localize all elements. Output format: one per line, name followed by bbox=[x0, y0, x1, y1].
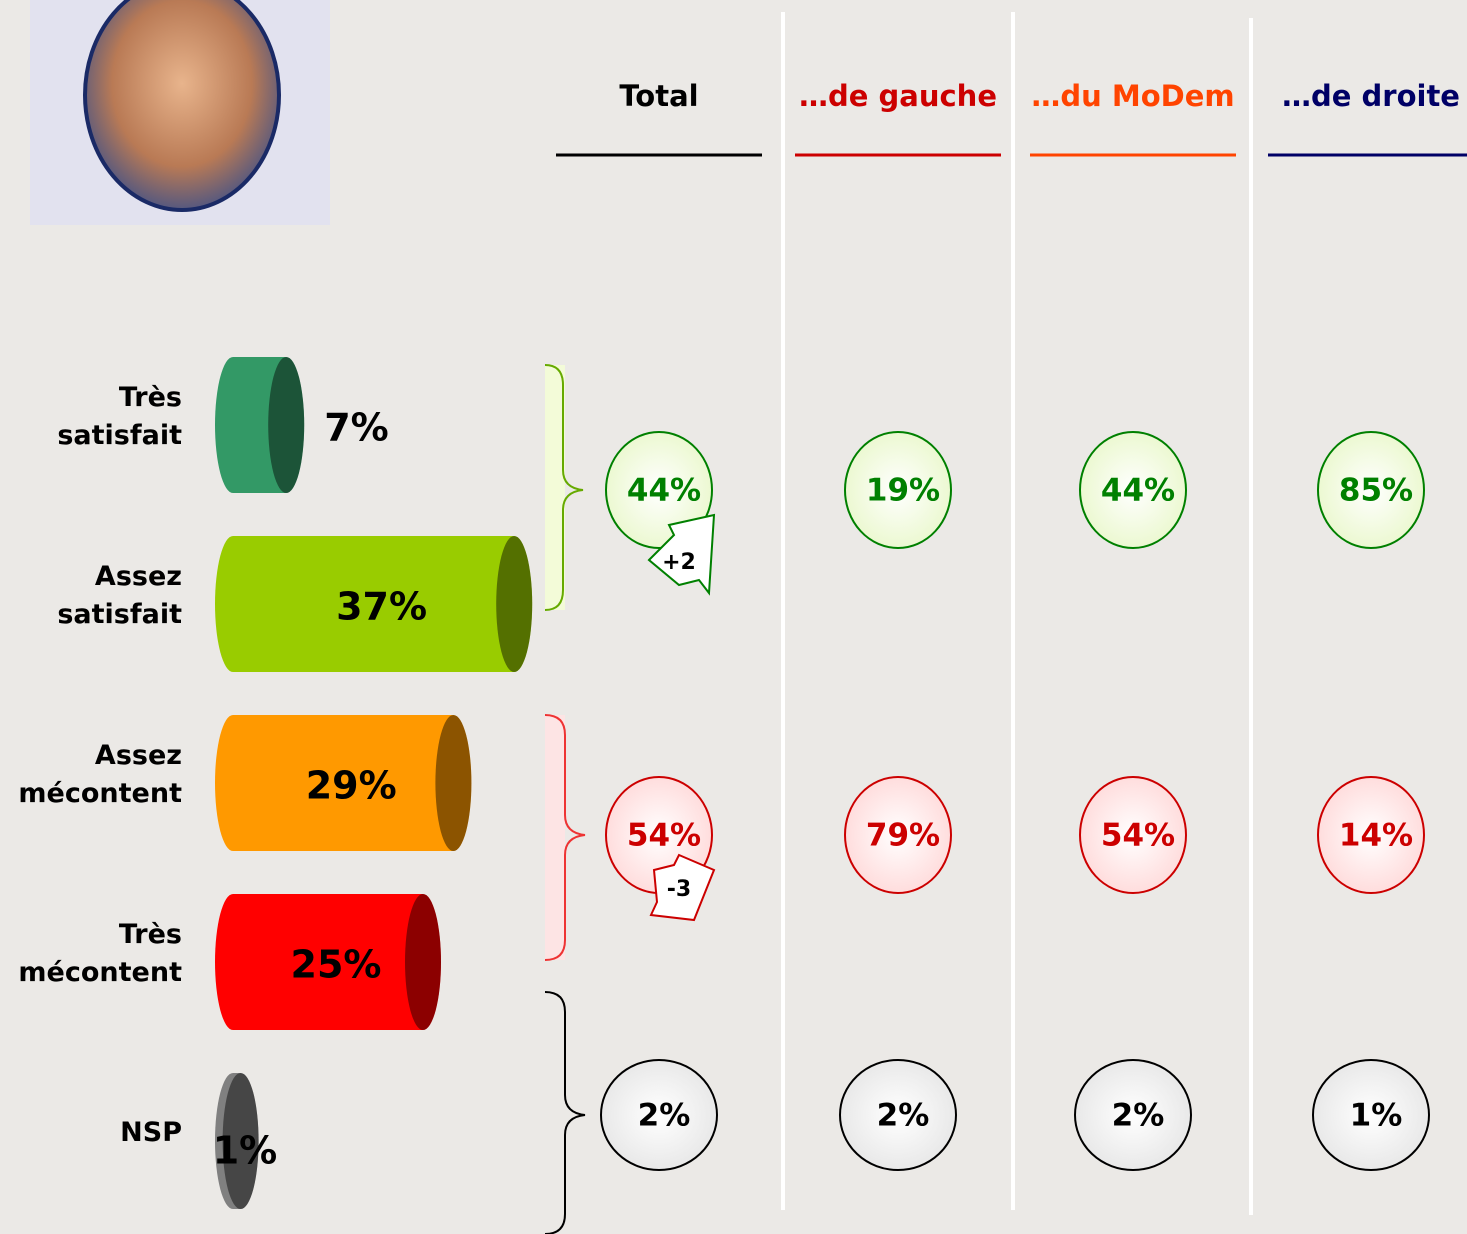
result-circle bbox=[600, 1059, 718, 1171]
result-circle bbox=[844, 776, 952, 894]
result-value: 2% bbox=[1112, 1098, 1165, 1134]
result-circle bbox=[1079, 776, 1187, 894]
result-circle bbox=[1317, 776, 1425, 894]
result-circle bbox=[1074, 1059, 1192, 1171]
bar-cap-shade bbox=[435, 715, 472, 851]
change-label: +2 bbox=[662, 550, 696, 575]
result-value: 2% bbox=[638, 1098, 691, 1134]
brace bbox=[544, 714, 586, 961]
bar-cap-shade bbox=[496, 536, 533, 672]
bar-cap-shade bbox=[268, 357, 305, 493]
column-header: …du MoDem bbox=[1031, 79, 1234, 113]
value-label: 29% bbox=[306, 764, 397, 808]
bar-cap bbox=[435, 715, 472, 851]
bar-cap-shade bbox=[222, 1073, 259, 1209]
brace bbox=[544, 364, 584, 611]
result-circle bbox=[844, 431, 952, 549]
brace-bg bbox=[545, 715, 565, 960]
category-label: Assez satisfait bbox=[57, 561, 182, 630]
result-value: 85% bbox=[1339, 473, 1413, 509]
result-value: 14% bbox=[1339, 818, 1413, 854]
value-label: 37% bbox=[336, 585, 427, 629]
category-label: Très satisfait bbox=[57, 382, 182, 451]
result-value: 1% bbox=[1350, 1098, 1403, 1134]
result-circle bbox=[1079, 431, 1187, 549]
category-label: Très mécontent bbox=[18, 919, 182, 988]
brace-bg bbox=[545, 365, 565, 610]
bar bbox=[233, 536, 515, 672]
result-circle bbox=[839, 1059, 957, 1171]
result-value: 2% bbox=[877, 1098, 930, 1134]
result-value: 19% bbox=[866, 473, 940, 509]
column-header: Total bbox=[619, 79, 698, 113]
category-label: Assez mécontent bbox=[18, 740, 182, 809]
column-header: …de gauche bbox=[799, 79, 997, 113]
bar-cap bbox=[268, 357, 305, 493]
result-value: 79% bbox=[866, 818, 940, 854]
change-arrow bbox=[647, 513, 716, 596]
result-circle bbox=[605, 431, 713, 549]
bar bbox=[233, 894, 423, 1030]
result-circle bbox=[1312, 1059, 1430, 1171]
bar-cap bbox=[496, 536, 533, 672]
bar-cap bbox=[222, 1073, 259, 1209]
category-label: NSP bbox=[120, 1117, 182, 1148]
result-value: 54% bbox=[1101, 818, 1175, 854]
bar bbox=[233, 715, 454, 851]
bar-cap-shade bbox=[405, 894, 441, 1030]
change-arrow bbox=[649, 853, 716, 922]
result-value: 54% bbox=[627, 818, 701, 854]
value-label: 7% bbox=[324, 406, 389, 450]
result-circle bbox=[1317, 431, 1425, 549]
brace bbox=[544, 991, 586, 1234]
result-value: 44% bbox=[1101, 473, 1175, 509]
value-label: 25% bbox=[291, 943, 382, 987]
portrait bbox=[83, 0, 281, 212]
change-label: -3 bbox=[667, 877, 691, 902]
result-value: 44% bbox=[627, 473, 701, 509]
value-label: 1% bbox=[213, 1129, 278, 1173]
bar-cap bbox=[405, 894, 441, 1030]
column-header: …de droite bbox=[1282, 79, 1460, 113]
